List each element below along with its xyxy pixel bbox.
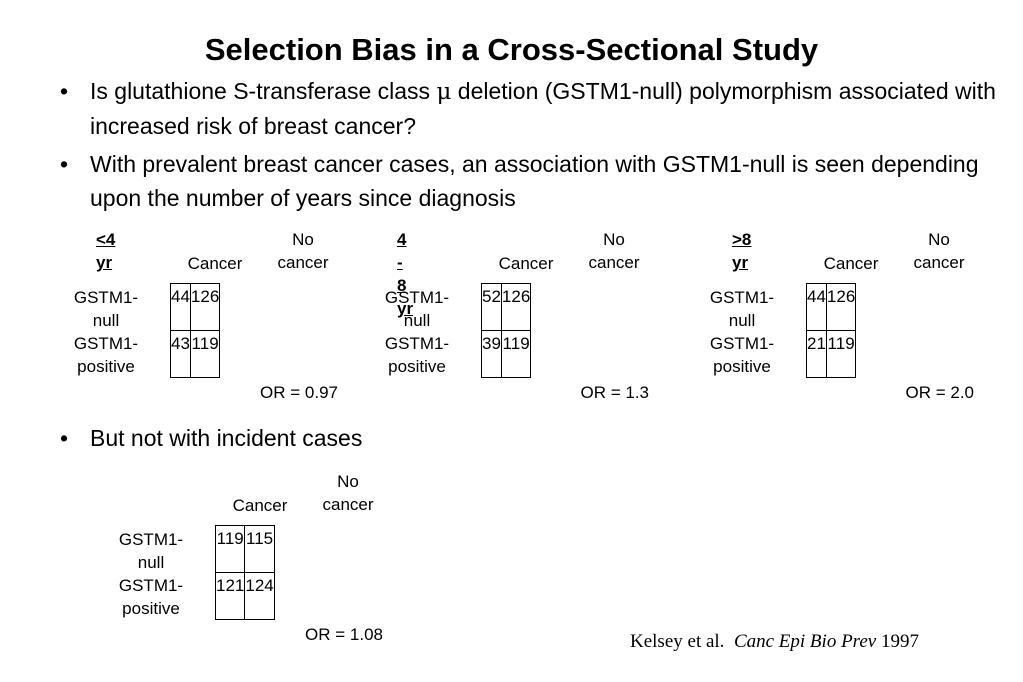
bullet-text: Is glutathione S-transferase class μ del… bbox=[90, 78, 996, 139]
citation-year: 1997 bbox=[880, 631, 919, 652]
bullet-question: • Is glutathione S-transferase class μ d… bbox=[60, 74, 1000, 143]
row-header-null: GSTM1- null bbox=[73, 288, 139, 330]
data-grid: 44 126 43 119 bbox=[170, 283, 221, 378]
bullet-dot: • bbox=[60, 151, 69, 177]
cell-null-nocancer: 126 bbox=[500, 283, 532, 331]
bullet-prevalent: • With prevalent breast cancer cases, an… bbox=[60, 147, 1000, 215]
col-header-cancer: Cancer bbox=[498, 254, 554, 273]
mu-symbol: μ bbox=[436, 79, 452, 105]
row-header-null: GSTM1- null bbox=[118, 530, 184, 572]
slide-title: Selection Bias in a Cross-Sectional Stud… bbox=[204, 32, 819, 67]
odds-ratio: OR = 2.0 bbox=[905, 383, 974, 402]
odds-ratio: OR = 0.97 bbox=[260, 383, 338, 402]
row-header-positive: GSTM1- positive bbox=[384, 334, 450, 376]
cell-pos-cancer: 21 bbox=[806, 330, 827, 378]
row-header-null: GSTM1- null bbox=[384, 288, 450, 330]
cell-pos-cancer: 39 bbox=[481, 330, 502, 378]
row-header-positive: GSTM1- positive bbox=[118, 576, 184, 618]
bullet-text: With prevalent breast cancer cases, an a… bbox=[90, 151, 979, 211]
table-header: <4 yr bbox=[96, 230, 116, 272]
row-header-positive: GSTM1- positive bbox=[73, 334, 139, 376]
bullet-dot: • bbox=[60, 425, 69, 451]
bullet-text: But not with incident cases bbox=[90, 425, 363, 451]
cell-null-cancer: 44 bbox=[806, 283, 827, 331]
data-grid: 52 126 39 119 bbox=[481, 283, 532, 378]
row-header-positive: GSTM1- positive bbox=[709, 334, 775, 376]
cell-null-nocancer: 126 bbox=[825, 283, 857, 331]
data-grid: 119 115 121 124 bbox=[214, 525, 275, 620]
col-header-cancer: Cancer bbox=[187, 254, 243, 273]
table-header: >8 yr bbox=[732, 230, 752, 272]
citation-journal: Canc Epi Bio Prev bbox=[733, 631, 877, 652]
data-grid: 44 126 21 119 bbox=[806, 283, 857, 378]
col-header-no-cancer: No cancer bbox=[322, 472, 374, 514]
cell-null-cancer: 119 bbox=[214, 525, 246, 573]
odds-ratio: OR = 1.08 bbox=[305, 625, 383, 644]
citation: Kelsey et al. Canc Epi Bio Prev 1997 bbox=[630, 629, 919, 655]
col-header-no-cancer: No cancer bbox=[913, 230, 965, 272]
cell-pos-nocancer: 124 bbox=[244, 572, 275, 620]
bullet-dot: • bbox=[60, 78, 69, 104]
cell-null-nocancer: 126 bbox=[189, 283, 221, 331]
cell-null-cancer: 44 bbox=[170, 283, 191, 331]
odds-ratio: OR = 1.3 bbox=[580, 383, 649, 402]
cell-pos-nocancer: 119 bbox=[825, 330, 857, 378]
citation-authors: Kelsey et al. bbox=[630, 631, 725, 652]
cell-pos-cancer: 43 bbox=[170, 330, 191, 378]
col-header-no-cancer: No cancer bbox=[588, 230, 640, 272]
bullet-incident: • But not with incident cases bbox=[60, 421, 1000, 455]
col-header-no-cancer: No cancer bbox=[277, 230, 329, 272]
cell-pos-nocancer: 119 bbox=[500, 330, 532, 378]
cell-null-nocancer: 115 bbox=[244, 525, 275, 573]
cell-pos-nocancer: 119 bbox=[189, 330, 221, 378]
row-header-null: GSTM1- null bbox=[709, 288, 775, 330]
cell-null-cancer: 52 bbox=[481, 283, 502, 331]
col-header-cancer: Cancer bbox=[823, 254, 879, 273]
table-header: 4 - 8 yr bbox=[397, 230, 414, 318]
cell-pos-cancer: 121 bbox=[214, 572, 246, 620]
col-header-cancer: Cancer bbox=[232, 496, 288, 515]
